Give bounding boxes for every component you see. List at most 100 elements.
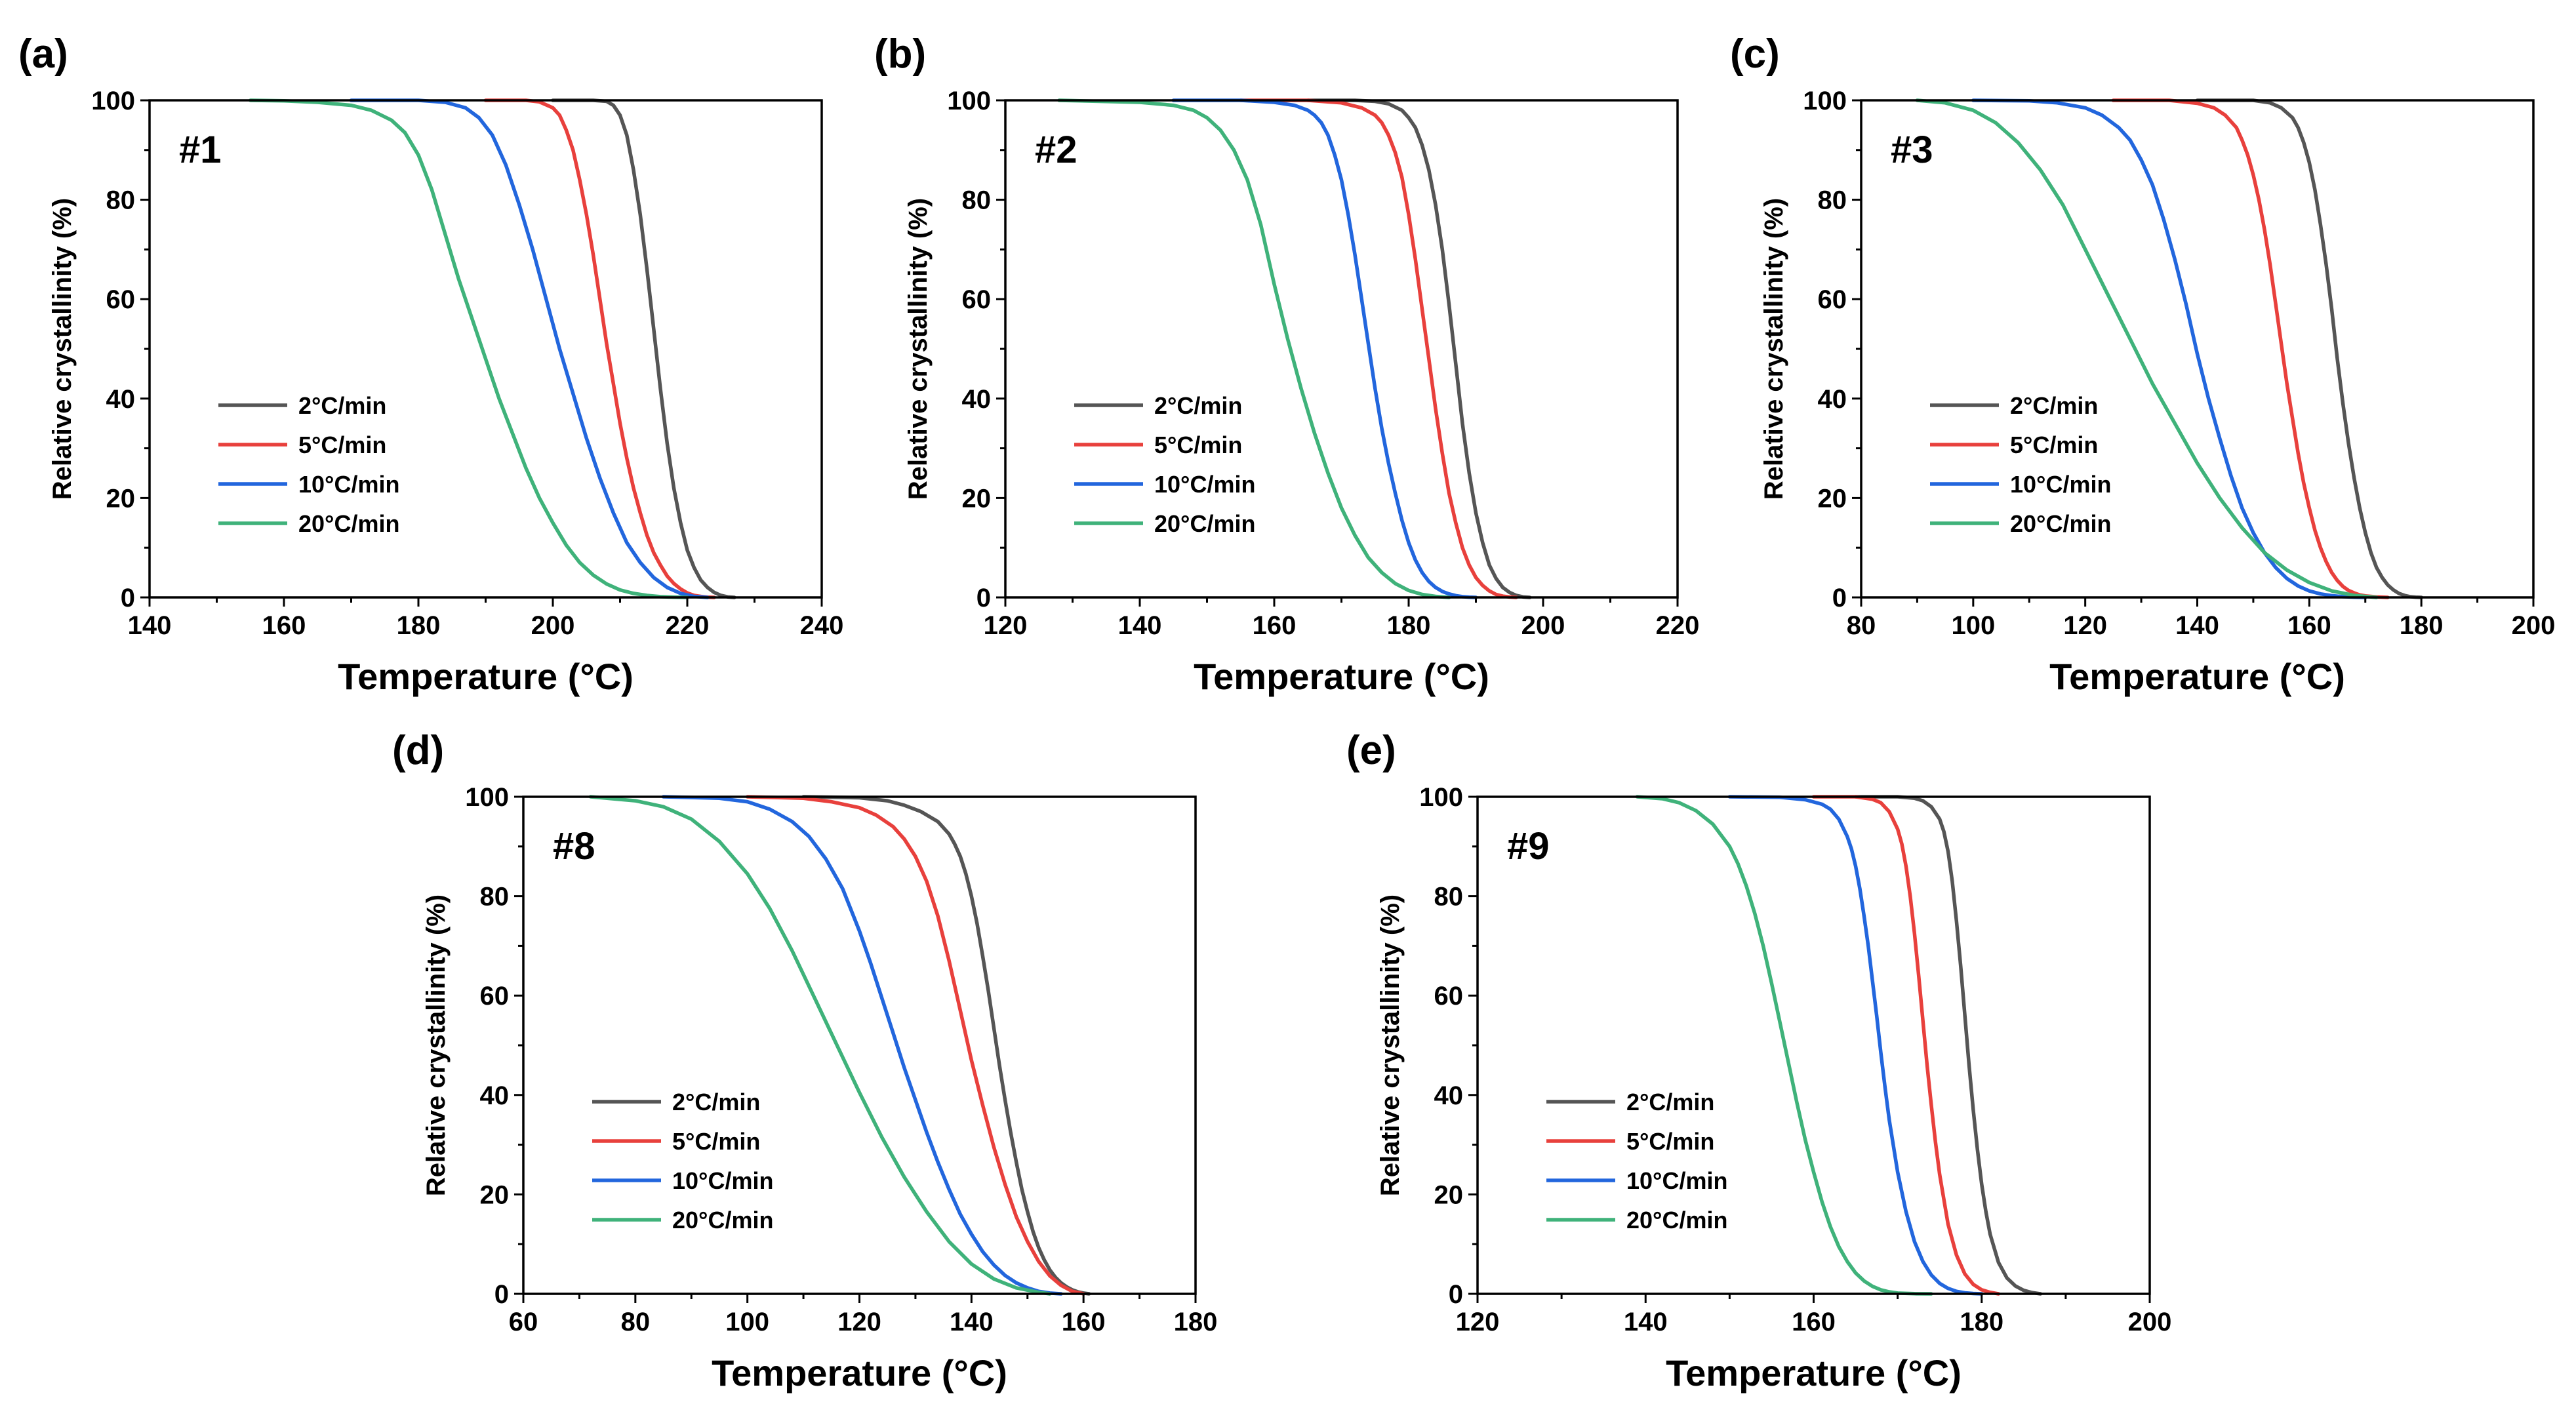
- sample-label: #3: [1891, 129, 1933, 171]
- series-line-5cmin: [1811, 795, 2001, 1296]
- series-line-2cmin: [2195, 98, 2423, 599]
- y-tick-label: 80: [962, 186, 992, 215]
- legend-label: 10°C/min: [298, 471, 399, 498]
- y-tick-label: 40: [962, 385, 992, 414]
- chart-panel-e: 120 140 160 180 200 0 20 40 60 80 100 Temperature (…: [1346, 728, 2171, 1394]
- panel-label: (b): [874, 31, 926, 77]
- legend-label: 20°C/min: [1626, 1207, 1727, 1234]
- y-tick-label: 60: [962, 285, 992, 314]
- chart-panel-c: 80 100 120 140 160 180 200 0 20 40 60 80 100 Temperat…: [1730, 31, 2555, 697]
- series-line-2cmin: [1306, 98, 1532, 599]
- legend-label: 2°C/min: [1626, 1089, 1714, 1115]
- x-tick-label: 180: [2400, 611, 2444, 640]
- legend-label: 5°C/min: [1154, 431, 1242, 458]
- x-tick-label: 180: [1174, 1308, 1218, 1336]
- series-line-20cmin: [1915, 98, 2379, 599]
- x-tick-label: 160: [2287, 611, 2331, 640]
- legend-label: 10°C/min: [2010, 471, 2111, 498]
- series-line-20cmin: [588, 795, 1052, 1296]
- legend-label: 10°C/min: [1626, 1167, 1727, 1194]
- y-tick-label: 20: [1434, 1180, 1464, 1209]
- x-tick-label: 140: [950, 1308, 994, 1336]
- series-line-2cmin: [801, 795, 1091, 1296]
- x-tick-label: 100: [725, 1308, 769, 1336]
- y-tick-label: 40: [106, 385, 136, 414]
- series-line-5cmin: [2111, 98, 2390, 599]
- series-line-10cmin: [661, 795, 1063, 1296]
- x-axis-title: Temperature (°C): [338, 656, 634, 697]
- x-axis-title: Temperature (°C): [712, 1352, 1007, 1394]
- chart-panel-a: 140 160 180 200 220 240 0 20 40 60 80 100 Temperatur…: [18, 31, 843, 697]
- chart-panel-b: 120 140 160 180 200 220 0 20 40 60 80 100 Temperatur…: [874, 31, 1699, 697]
- x-axis-title: Temperature (°C): [2049, 656, 2345, 697]
- sample-label: #2: [1035, 129, 1077, 171]
- panel-label: (d): [392, 728, 444, 773]
- x-tick-label: 120: [2063, 611, 2107, 640]
- legend-label: 5°C/min: [672, 1128, 760, 1155]
- x-tick-label: 180: [397, 611, 441, 640]
- x-tick-label: 160: [1792, 1308, 1836, 1336]
- y-tick-label: 80: [1434, 883, 1464, 912]
- y-axis-title: Relative crystallinity (%): [48, 198, 77, 500]
- y-tick-label: 20: [480, 1180, 510, 1209]
- x-tick-label: 220: [1656, 611, 1700, 640]
- y-tick-label: 80: [1818, 186, 1847, 215]
- x-tick-label: 160: [1062, 1308, 1106, 1336]
- y-tick-label: 100: [465, 783, 509, 812]
- y-tick-label: 40: [1818, 385, 1847, 414]
- legend-label: 10°C/min: [672, 1167, 773, 1194]
- y-tick-label: 60: [480, 982, 510, 1011]
- y-tick-label: 60: [106, 285, 136, 314]
- chart-panel-d: 60 80 100 120 140 160 180 0 20 40 60 80 100 Temperatu…: [392, 728, 1217, 1394]
- y-axis-title: Relative crystallinity (%): [422, 894, 451, 1196]
- x-tick-label: 200: [2128, 1308, 2172, 1336]
- legend-label: 10°C/min: [1154, 471, 1255, 498]
- panel-label: (a): [18, 31, 68, 77]
- legend-label: 20°C/min: [298, 510, 399, 537]
- y-tick-label: 40: [1434, 1081, 1464, 1110]
- series-line-5cmin: [1239, 98, 1518, 599]
- x-tick-label: 200: [531, 611, 575, 640]
- sample-label: #1: [179, 129, 222, 171]
- series-line-10cmin: [1171, 98, 1478, 599]
- y-tick-label: 20: [962, 484, 992, 513]
- legend-label: 20°C/min: [672, 1207, 773, 1234]
- y-tick-label: 20: [106, 484, 136, 513]
- y-tick-label: 80: [106, 186, 136, 215]
- y-tick-label: 100: [91, 87, 135, 115]
- series-line-5cmin: [483, 98, 716, 599]
- series-line-5cmin: [745, 795, 1085, 1296]
- y-axis-title: Relative crystallinity (%): [1760, 198, 1788, 500]
- y-tick-label: 60: [1434, 982, 1464, 1011]
- panel-label: (e): [1346, 728, 1396, 773]
- x-tick-label: 200: [2512, 611, 2556, 640]
- x-tick-label: 200: [1521, 611, 1565, 640]
- x-tick-label: 60: [509, 1308, 538, 1336]
- legend-label: 5°C/min: [1626, 1128, 1714, 1155]
- y-tick-label: 20: [1818, 484, 1847, 513]
- series-line-10cmin: [1971, 98, 2367, 599]
- x-tick-label: 140: [2175, 611, 2219, 640]
- x-tick-label: 140: [1118, 611, 1162, 640]
- x-tick-label: 120: [1456, 1308, 1500, 1336]
- y-tick-label: 100: [1803, 87, 1847, 115]
- x-tick-label: 120: [837, 1308, 881, 1336]
- x-tick-label: 160: [1253, 611, 1297, 640]
- x-tick-label: 220: [666, 611, 710, 640]
- y-tick-label: 0: [1832, 584, 1847, 612]
- x-tick-label: 80: [1847, 611, 1876, 640]
- y-tick-label: 100: [1419, 783, 1463, 812]
- y-axis-title: Relative crystallinity (%): [904, 198, 933, 500]
- x-tick-label: 160: [262, 611, 306, 640]
- series-line-20cmin: [1635, 795, 1933, 1296]
- series-line-10cmin: [349, 98, 710, 599]
- y-tick-label: 80: [480, 883, 510, 912]
- x-axis-title: Temperature (°C): [1666, 1352, 1962, 1394]
- y-tick-label: 0: [121, 584, 135, 612]
- x-tick-label: 140: [1624, 1308, 1668, 1336]
- legend-label: 5°C/min: [298, 431, 386, 458]
- series-line-20cmin: [1057, 98, 1451, 599]
- x-tick-label: 140: [128, 611, 172, 640]
- x-tick-label: 180: [1960, 1308, 2003, 1336]
